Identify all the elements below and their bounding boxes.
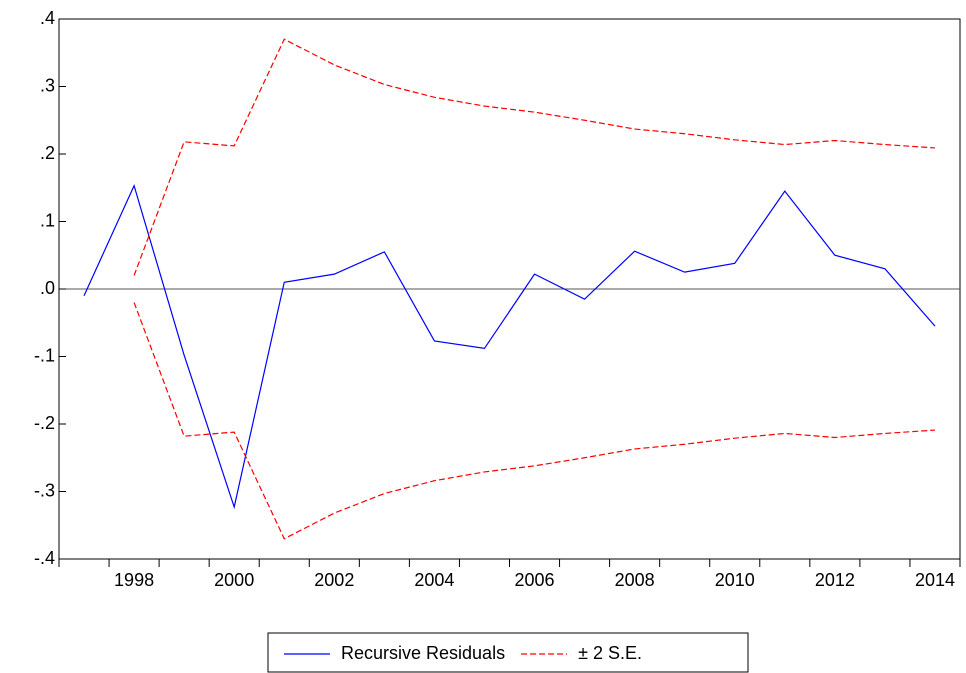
series-line	[83, 184, 936, 510]
legend-box	[267, 632, 749, 673]
y-tick-label: .4	[40, 8, 55, 28]
x-tick-label: 2004	[414, 570, 454, 590]
x-tick-label: 1998	[114, 570, 154, 590]
y-tick-label: -.1	[34, 345, 55, 365]
y-tick-label: .3	[40, 75, 55, 95]
x-tick-label: 2014	[915, 570, 955, 590]
y-tick-label: -.3	[34, 480, 55, 500]
y-tick-label: .2	[40, 143, 55, 163]
x-tick-label: 2002	[314, 570, 354, 590]
series-line-lower	[133, 302, 936, 540]
x-tick-label: 2000	[214, 570, 254, 590]
x-tick-label: 2008	[615, 570, 655, 590]
y-tick-label: .1	[40, 210, 55, 230]
series-line	[133, 38, 936, 276]
x-tick-label: 2012	[815, 570, 855, 590]
legend-label: ± 2 S.E.	[578, 643, 642, 663]
x-tick-label: 2010	[715, 570, 755, 590]
legend-label: Recursive Residuals	[341, 643, 505, 663]
x-tick-label: 2006	[515, 570, 555, 590]
y-tick-label: .0	[40, 278, 55, 298]
y-tick-label: -.2	[34, 413, 55, 433]
y-tick-label: -.4	[34, 548, 55, 568]
